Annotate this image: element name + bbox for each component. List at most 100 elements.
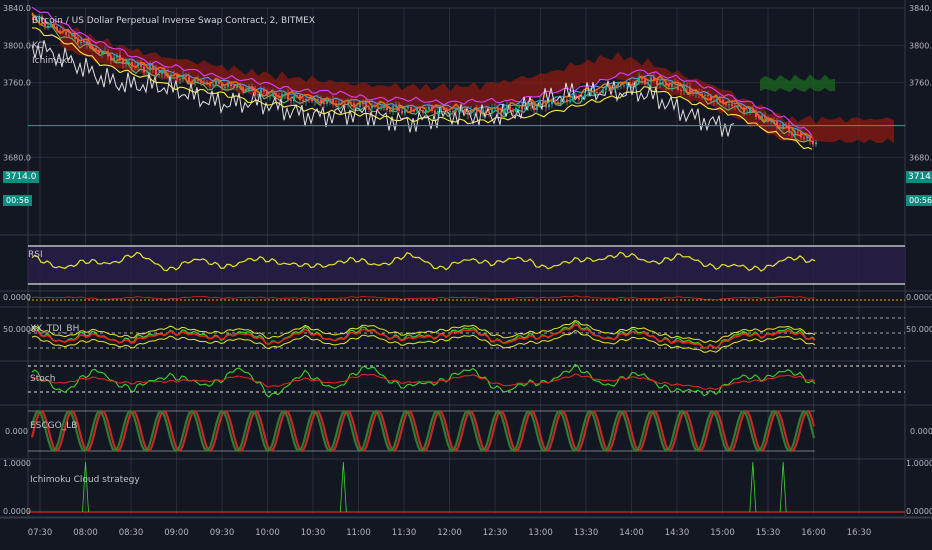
countdown-tag-right: 00:56 xyxy=(906,195,932,206)
candle-body xyxy=(341,103,343,105)
candle-body xyxy=(242,87,244,92)
candle-body xyxy=(119,55,121,61)
candle-body xyxy=(407,106,409,109)
strategy-tick-top-left: 1.0000 xyxy=(3,459,31,468)
candle-body xyxy=(410,106,412,111)
candle-body xyxy=(656,80,658,85)
ichimoku-indicator-label[interactable]: Ichimoku xyxy=(32,56,73,66)
candle-body xyxy=(752,108,754,111)
candle-body xyxy=(254,88,256,96)
candle-body xyxy=(302,99,304,102)
osc1-tick-right: 0.0000 xyxy=(906,293,932,302)
candle-body xyxy=(398,104,400,111)
candle-body xyxy=(767,118,769,122)
keltner-lower-line xyxy=(31,27,813,150)
candle-body xyxy=(509,106,511,111)
candle-body xyxy=(152,65,154,69)
candle-body xyxy=(260,89,262,95)
candle-body xyxy=(305,98,307,102)
candle-body xyxy=(566,99,568,103)
candle-body xyxy=(713,100,715,102)
candle-body xyxy=(323,102,325,104)
candle-body xyxy=(353,103,355,108)
candle-body xyxy=(536,105,538,110)
candle-body xyxy=(470,111,472,115)
cloud-bullish xyxy=(760,74,835,93)
candle-body xyxy=(311,99,313,101)
candle-body xyxy=(764,115,766,119)
candle-body xyxy=(344,103,346,105)
escgo-green-line xyxy=(30,409,816,453)
candle-body xyxy=(464,108,466,113)
escgo-label[interactable]: ESCGO_LB xyxy=(30,421,78,431)
candle-body xyxy=(443,107,445,111)
candle-body xyxy=(281,94,283,98)
candle-body xyxy=(278,96,280,98)
candle-body xyxy=(494,107,496,110)
time-tick-label: 09:30 xyxy=(210,528,235,538)
candle-body xyxy=(320,99,322,103)
candle-body xyxy=(293,95,295,102)
time-tick-label: 11:00 xyxy=(346,528,371,538)
candle-body xyxy=(542,100,544,104)
time-tick-label: 09:00 xyxy=(164,528,189,538)
candle-body xyxy=(134,66,136,68)
candle-body xyxy=(83,41,85,43)
strategy-tick-top-right: 1.0000 xyxy=(906,459,932,468)
time-tick-label: 12:00 xyxy=(437,528,462,538)
candle-body xyxy=(275,93,277,97)
candle-body xyxy=(461,108,463,111)
time-tick-label: 13:00 xyxy=(528,528,553,538)
price-tick-right: 3680.0 xyxy=(909,153,932,162)
candle-body xyxy=(236,86,238,88)
candle-body xyxy=(518,106,520,108)
candle-body xyxy=(626,82,628,86)
candle-body xyxy=(704,95,706,97)
candle-body xyxy=(677,83,679,90)
time-axis: 07:30 08:00 08:30 09:00 09:30 10:00 10:30 11:00… xyxy=(0,517,932,538)
candle-body xyxy=(164,71,166,74)
time-tick-label: 13:30 xyxy=(574,528,599,538)
candle-body xyxy=(329,99,331,101)
time-tick-label: 07:30 xyxy=(28,528,53,538)
osc1-tick-left: 0.0000 xyxy=(3,293,31,302)
candle-body xyxy=(452,110,454,112)
candle-body xyxy=(524,107,526,110)
candle-body xyxy=(746,112,748,114)
candle-body xyxy=(782,124,784,129)
candle-body xyxy=(770,120,772,122)
candle-body xyxy=(413,110,415,112)
candle-body xyxy=(209,83,211,86)
stoch-label[interactable]: Stoch xyxy=(30,374,56,384)
candle-body xyxy=(590,93,592,95)
candle-body xyxy=(695,92,697,94)
candle-body xyxy=(437,110,439,115)
candle-body xyxy=(104,51,106,53)
candle-body xyxy=(140,63,142,67)
tdi-label[interactable]: XX_TDI_BH xyxy=(30,324,80,334)
keltner-upper-line xyxy=(31,6,813,137)
candle-body xyxy=(488,111,490,113)
time-tick-label: 15:00 xyxy=(710,528,735,538)
kc-indicator-label[interactable]: KC xyxy=(32,41,44,51)
symbol-title[interactable]: Bitcoin / US Dollar Perpetual Inverse Sw… xyxy=(32,16,315,26)
time-tick-label: 10:00 xyxy=(255,528,280,538)
last-price-tag-right: 3714.0 xyxy=(906,171,932,183)
candle-body xyxy=(290,99,292,102)
candle-body xyxy=(485,110,487,112)
candle-body xyxy=(644,79,646,85)
candle-body xyxy=(620,83,622,86)
candle-body xyxy=(185,75,187,77)
candle-body xyxy=(527,103,529,108)
strategy-label[interactable]: Ichimoku Cloud strategy xyxy=(30,475,140,485)
rsi-label[interactable]: RSI xyxy=(28,250,43,260)
candle-body xyxy=(38,16,40,19)
candle-body xyxy=(638,77,640,83)
candle-body xyxy=(245,90,247,92)
candle-body xyxy=(68,34,70,36)
candle-body xyxy=(146,70,148,73)
candle-body xyxy=(263,89,265,92)
candle-body xyxy=(359,102,361,108)
candle-body xyxy=(143,66,145,73)
